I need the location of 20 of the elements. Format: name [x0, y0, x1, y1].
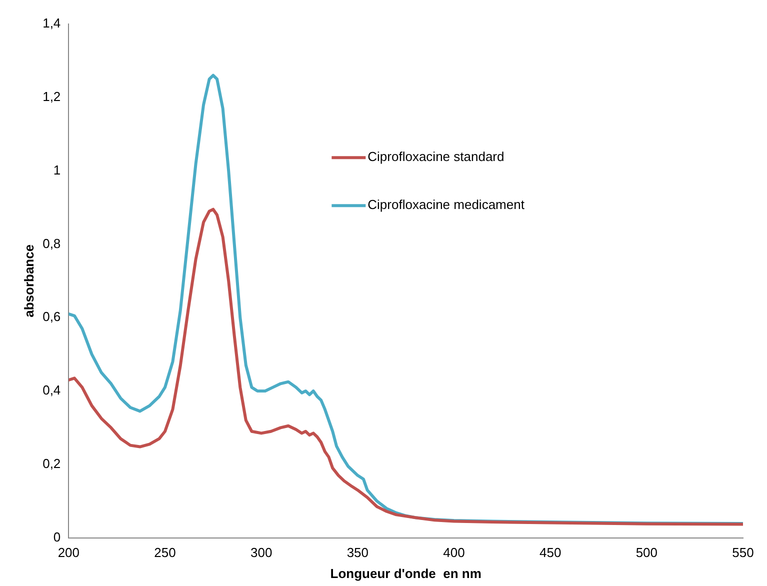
y-tick-label: 0,6: [42, 309, 61, 324]
x-tick-label: 400: [443, 545, 465, 560]
y-tick-label: 0: [53, 529, 61, 544]
x-tick-label: 550: [732, 545, 754, 560]
x-tick-label: 350: [346, 545, 369, 560]
y-tick-label: 0,8: [42, 236, 61, 251]
y-tick-label: 0,2: [42, 456, 61, 471]
y-tick-label: 1,2: [42, 88, 61, 104]
legend-label: Ciprofloxacine medicament: [368, 197, 525, 212]
x-axis-title: Longueur d'onde en nm: [330, 566, 482, 581]
x-tick-label: 200: [58, 545, 80, 560]
x-tick-label: 300: [250, 545, 272, 560]
x-tick-label: 500: [636, 545, 658, 560]
x-tick-label: 450: [539, 545, 562, 560]
legend-label: Ciprofloxacine standard: [368, 149, 504, 164]
y-tick-label: 0,4: [42, 382, 61, 398]
y-tick-label: 1: [53, 162, 61, 178]
y-axis-title: absorbance: [21, 244, 36, 318]
y-tick-label: 1,4: [42, 16, 61, 31]
x-tick-label: 250: [154, 545, 176, 560]
